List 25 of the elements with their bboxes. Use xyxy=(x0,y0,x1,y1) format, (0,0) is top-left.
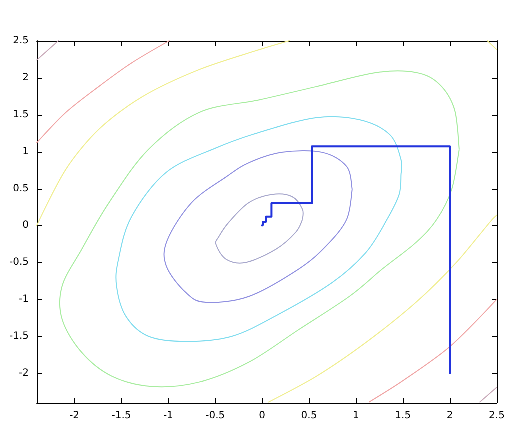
line-series xyxy=(368,299,498,403)
y-tick-label: -0.5 xyxy=(9,257,29,268)
y-tick-label: 2 xyxy=(22,72,29,84)
line-series xyxy=(268,214,498,403)
line-series xyxy=(261,146,452,374)
x-tick-label: -1.5 xyxy=(112,410,132,422)
y-tick-label: 1.5 xyxy=(13,109,29,120)
line-series xyxy=(36,40,170,144)
x-tick-label: -2 xyxy=(70,410,80,422)
y-tick-label: -2 xyxy=(19,368,29,379)
x-tick-label: -0.5 xyxy=(206,410,226,422)
y-tick-label: 0.5 xyxy=(13,183,29,194)
x-tick-label: 1 xyxy=(352,410,360,422)
x-tick-label: 2.5 xyxy=(489,410,505,422)
y-tick-label: 0 xyxy=(22,220,29,232)
x-tick-label: 2 xyxy=(446,410,454,422)
y-tick-label: -1.5 xyxy=(9,331,29,342)
x-tick-label: -1 xyxy=(163,410,174,422)
y-tick-label: 2.5 xyxy=(13,36,29,46)
line-series xyxy=(36,40,290,226)
y-tick-label: -1 xyxy=(19,294,29,306)
y-tick-label: 1 xyxy=(22,146,29,158)
x-tick-label: 0.5 xyxy=(301,410,318,422)
x-tick-label: 1.5 xyxy=(395,410,412,422)
x-tick-label: 0 xyxy=(259,410,266,422)
